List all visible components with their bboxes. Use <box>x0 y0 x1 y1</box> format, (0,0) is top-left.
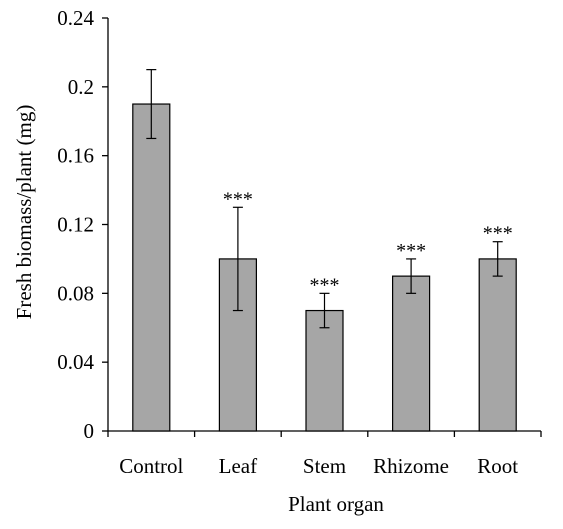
bar-rhizome <box>392 275 431 432</box>
bar-root <box>478 258 517 432</box>
y-tick-label: 0.16 <box>57 144 94 168</box>
y-tick-label: 0.08 <box>57 281 94 305</box>
significance-label: *** <box>223 188 253 210</box>
x-axis <box>107 430 542 437</box>
bar-stem <box>305 309 344 432</box>
bar-control <box>132 103 171 432</box>
x-axis-title: Plant organ <box>288 492 384 516</box>
y-axis: 0 0.04 0.08 0.12 0.16 0.2 0.24 <box>57 6 109 443</box>
error-bars-group <box>146 69 503 329</box>
y-tick-label: 0 <box>84 419 95 443</box>
y-tick-label: 0.24 <box>57 6 94 30</box>
significance-label: *** <box>396 240 426 262</box>
x-tick-label: Stem <box>303 454 346 478</box>
x-tick-label: Control <box>119 454 183 478</box>
significance-label: *** <box>310 274 340 296</box>
x-tick-label: Leaf <box>219 454 257 478</box>
significance-labels: *** *** *** *** <box>223 188 513 296</box>
category-labels: Control Leaf Stem Rhizome Root <box>119 454 518 478</box>
y-tick-label: 0.2 <box>68 75 94 99</box>
bars-group <box>132 103 517 432</box>
x-tick-label: Rhizome <box>373 454 449 478</box>
y-tick-label: 0.12 <box>57 213 94 237</box>
y-axis-title: Fresh biomass/plant (mg) <box>12 105 36 320</box>
x-tick-label: Root <box>477 454 518 478</box>
significance-label: *** <box>483 223 513 245</box>
y-tick-label: 0.04 <box>57 350 94 374</box>
